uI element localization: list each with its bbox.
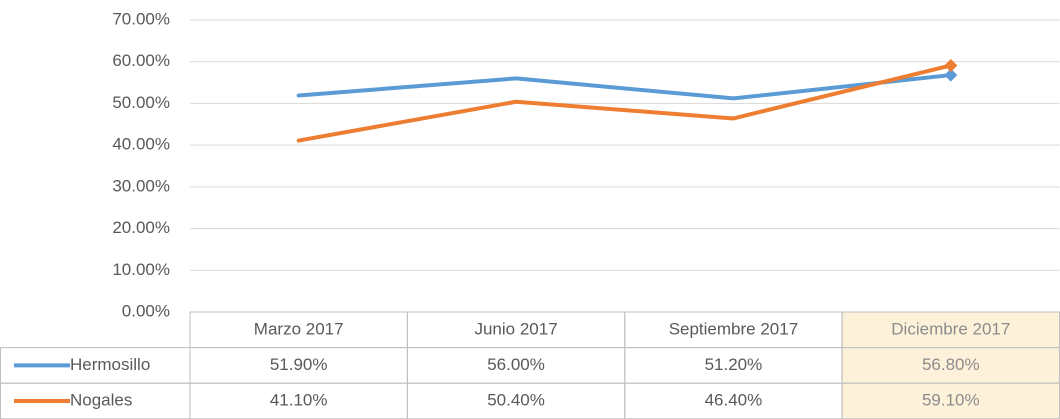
- y-tick-label: 70.00%: [112, 9, 170, 28]
- value-label: 56.00%: [487, 355, 545, 374]
- value-label: 41.10%: [270, 390, 328, 409]
- value-label: 51.20%: [705, 355, 763, 374]
- series-line: [296, 63, 953, 143]
- value-label: 46.40%: [705, 390, 763, 409]
- category-label: Septiembre 2017: [669, 319, 798, 338]
- y-tick-label: 60.00%: [112, 51, 170, 70]
- category-label: Diciembre 2017: [891, 319, 1010, 338]
- legend-label: Hermosillo: [70, 355, 150, 374]
- y-tick-label: 0.00%: [122, 301, 170, 320]
- highlight-column: [842, 312, 1060, 419]
- category-label: Junio 2017: [474, 319, 557, 338]
- y-tick-label: 40.00%: [112, 135, 170, 154]
- category-label: Marzo 2017: [254, 319, 344, 338]
- y-tick-label: 10.00%: [112, 260, 170, 279]
- point-marker: [944, 68, 958, 82]
- y-tick-label: 50.00%: [112, 93, 170, 112]
- y-tick-label: 20.00%: [112, 218, 170, 237]
- value-label: 56.80%: [922, 355, 980, 374]
- value-label: 51.90%: [270, 355, 328, 374]
- value-label: 59.10%: [922, 390, 980, 409]
- point-marker: [944, 58, 958, 72]
- legend-label: Nogales: [70, 390, 132, 409]
- value-label: 50.40%: [487, 390, 545, 409]
- series-line: [296, 73, 953, 101]
- y-tick-label: 30.00%: [112, 176, 170, 195]
